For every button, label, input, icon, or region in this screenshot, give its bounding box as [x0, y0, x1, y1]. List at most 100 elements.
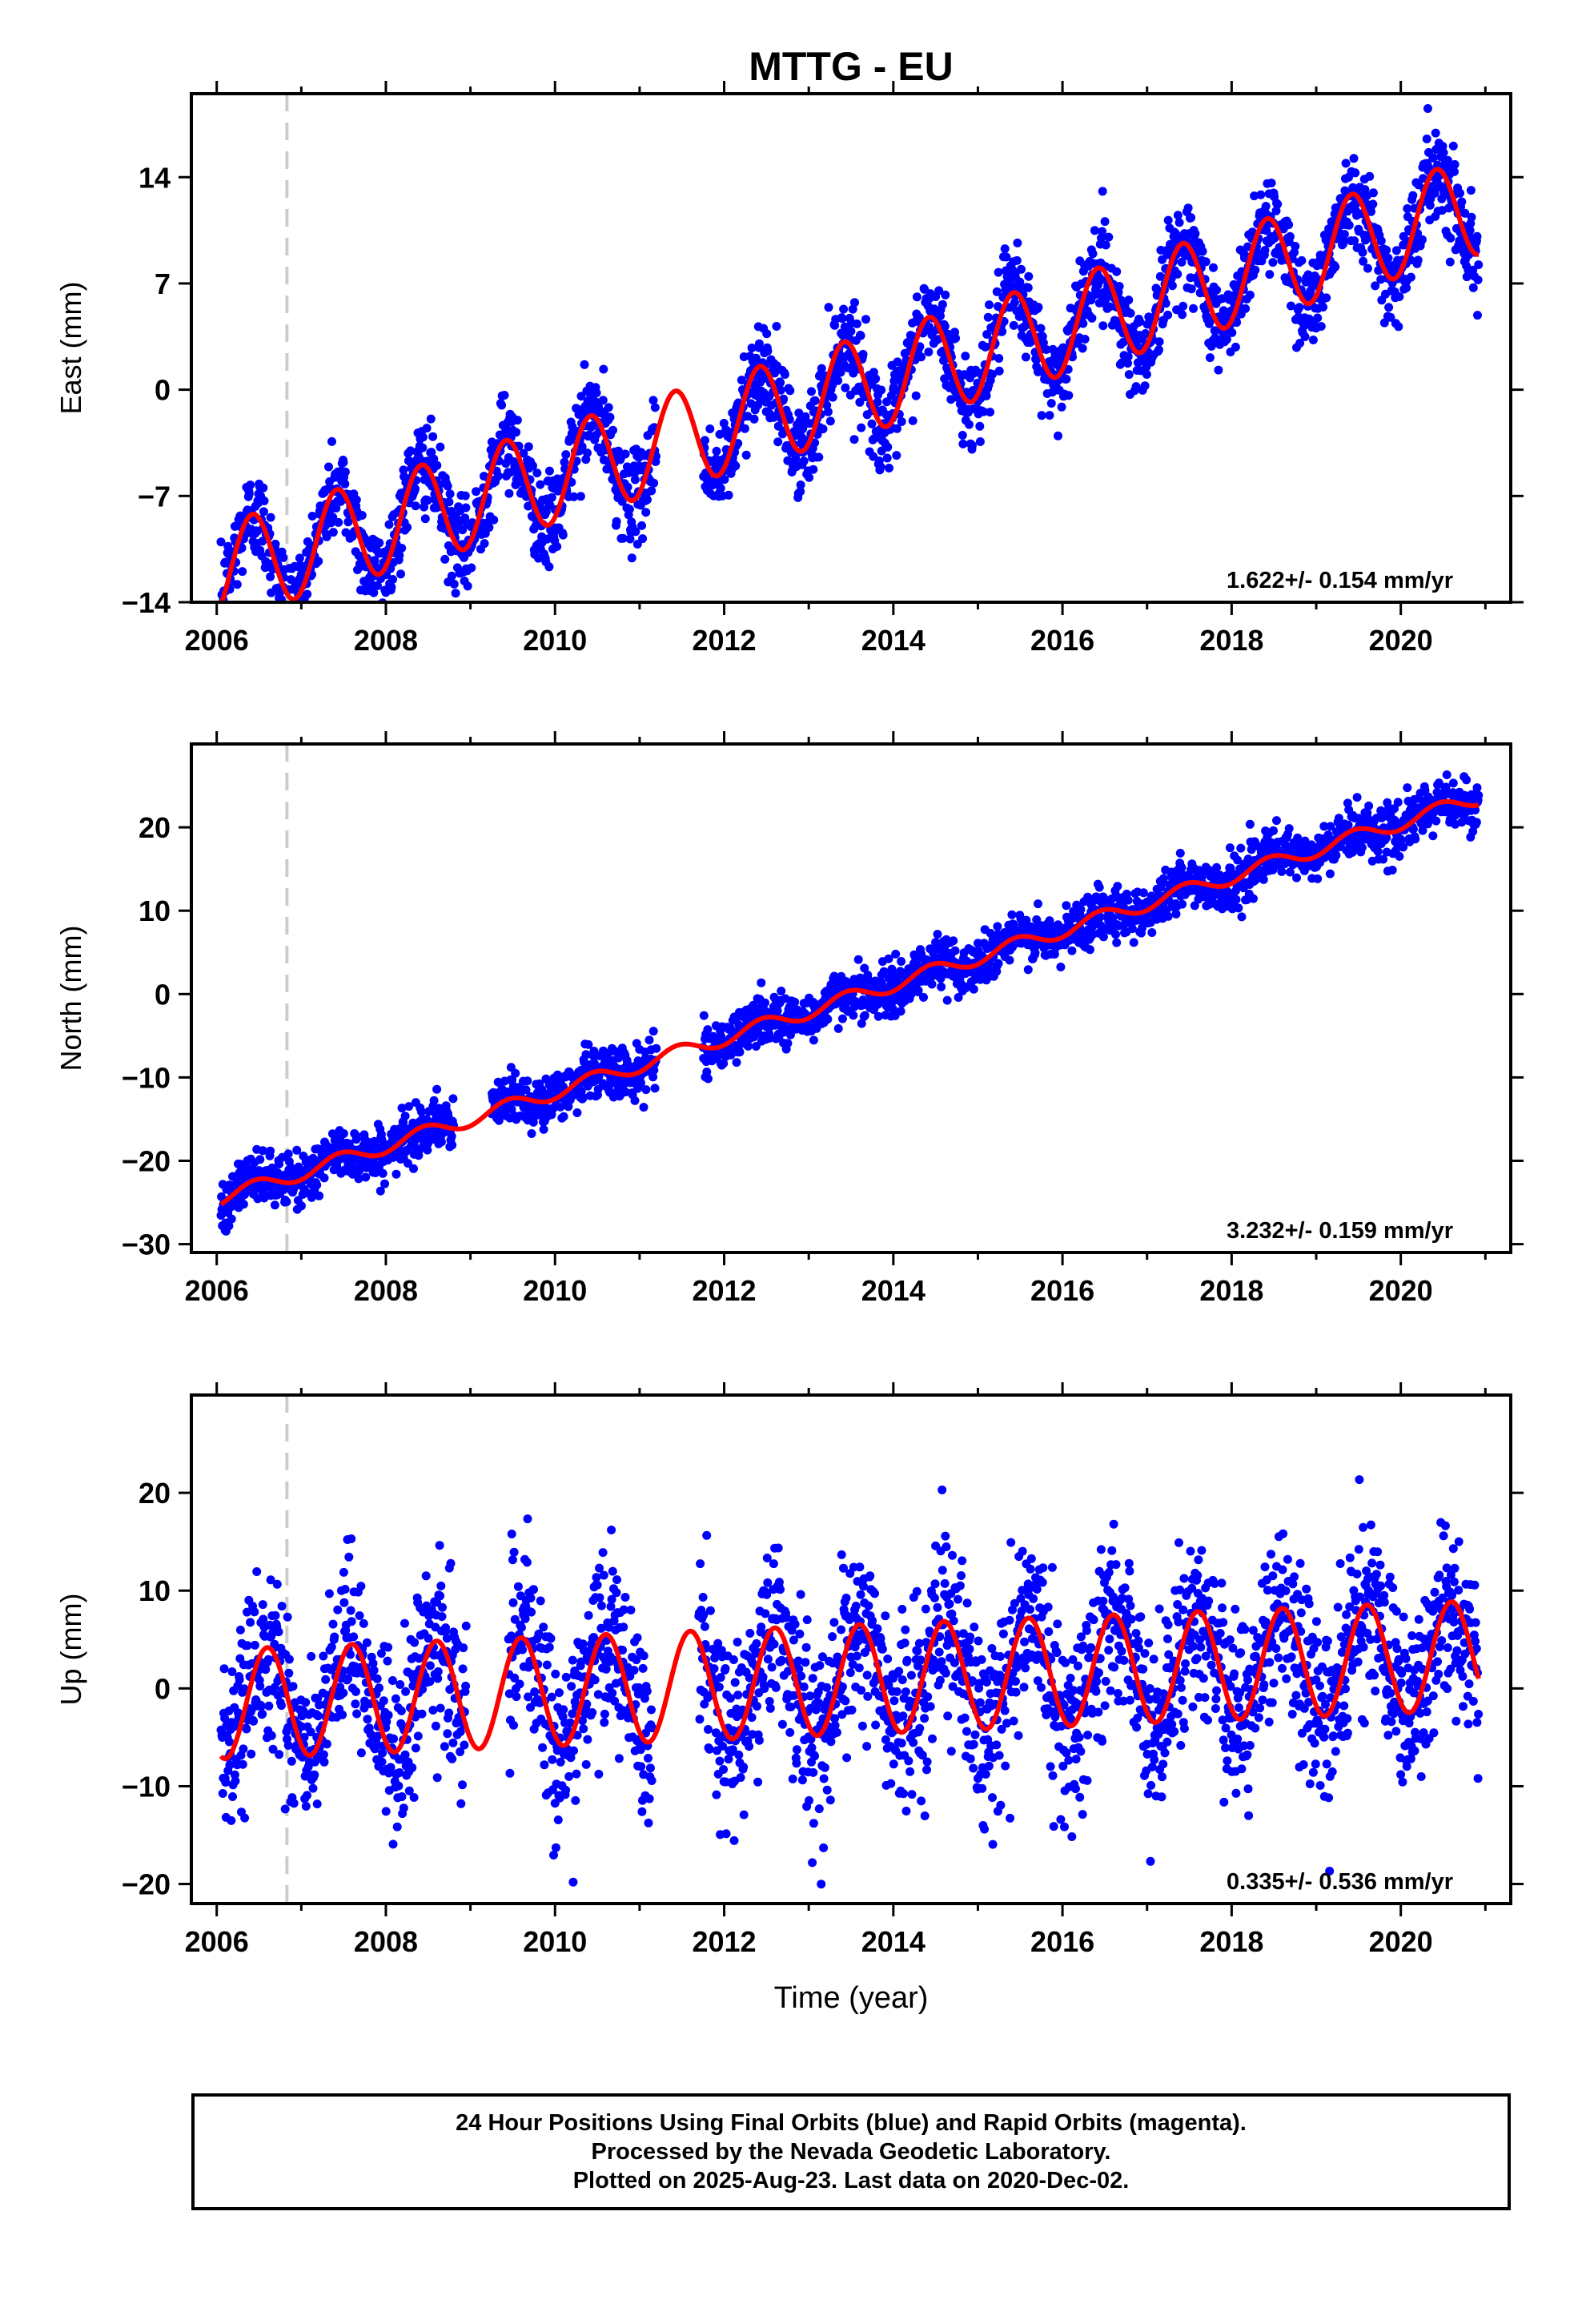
- data-point: [547, 493, 556, 502]
- data-point: [287, 621, 296, 630]
- data-point: [1138, 888, 1148, 898]
- data-point: [541, 507, 551, 517]
- data-point: [837, 1014, 847, 1023]
- data-point: [246, 480, 255, 490]
- data-point: [1111, 930, 1120, 939]
- data-point: [1251, 265, 1260, 275]
- data-point: [429, 454, 439, 464]
- data-point: [648, 396, 658, 405]
- data-point: [892, 424, 901, 433]
- data-point: [1456, 188, 1464, 198]
- data-point: [1183, 203, 1193, 213]
- data-point: [924, 348, 934, 356]
- data-point: [799, 456, 809, 466]
- data-point: [314, 557, 323, 566]
- data-point: [399, 465, 408, 475]
- plot-area-1: [216, 744, 1484, 1252]
- data-point: [754, 339, 764, 348]
- data-point: [1231, 895, 1241, 904]
- data-point: [409, 1164, 418, 1173]
- data-point: [444, 497, 454, 507]
- data-point: [1295, 303, 1304, 312]
- data-point: [1222, 335, 1231, 344]
- data-point: [375, 538, 384, 548]
- data-point: [532, 468, 542, 478]
- data-point: [266, 1146, 275, 1156]
- data-point: [751, 353, 761, 363]
- data-point: [620, 449, 630, 459]
- y-tick-label: −14: [122, 586, 171, 619]
- data-point: [833, 376, 843, 385]
- panel-1: 2006 2008 2010 2012 2014 2016 2018 2020−30−20−1…: [54, 731, 1524, 1307]
- data-point: [1124, 370, 1134, 380]
- data-point: [334, 517, 343, 527]
- data-point: [1178, 899, 1187, 909]
- data-point: [286, 609, 295, 617]
- data-point: [307, 512, 317, 521]
- data-point: [1100, 217, 1110, 227]
- rate-annotation: 1.622+/- 0.154 mm/yr: [1227, 568, 1453, 593]
- data-point: [1391, 246, 1401, 255]
- data-point: [704, 1074, 713, 1084]
- data-point: [746, 399, 756, 408]
- data-point: [783, 1039, 793, 1048]
- data-point: [1129, 938, 1138, 947]
- data-point: [436, 1137, 446, 1147]
- data-point: [716, 484, 725, 493]
- data-point: [259, 497, 269, 505]
- data-point: [1163, 215, 1173, 225]
- data-point: [259, 483, 268, 493]
- data-point: [1373, 846, 1383, 856]
- data-point: [882, 397, 892, 407]
- data-point: [1062, 374, 1071, 384]
- data-point: [1358, 247, 1367, 257]
- data-point: [1237, 912, 1247, 922]
- data-point: [861, 315, 870, 324]
- data-point: [1277, 866, 1287, 876]
- data-point: [604, 403, 613, 412]
- data-point: [598, 396, 608, 405]
- data-point: [805, 472, 814, 482]
- data-point: [937, 982, 946, 991]
- data-point: [1368, 188, 1378, 198]
- x-tick-label: 2012: [692, 624, 756, 657]
- data-point: [912, 292, 921, 302]
- data-point: [1291, 242, 1300, 251]
- data-point: [322, 532, 331, 541]
- data-point: [883, 442, 893, 452]
- data-point: [497, 400, 507, 410]
- data-point: [975, 437, 985, 446]
- data-point: [1045, 411, 1054, 420]
- data-point: [1012, 255, 1022, 265]
- data-point: [463, 581, 472, 591]
- data-point: [741, 450, 751, 460]
- data-point: [732, 1058, 741, 1068]
- data-point: [1468, 283, 1478, 292]
- data-point: [1445, 257, 1455, 267]
- data-point: [232, 580, 242, 589]
- data-point: [527, 1129, 536, 1138]
- data-point: [1439, 148, 1448, 158]
- data-point: [1339, 230, 1349, 239]
- data-point: [747, 344, 757, 352]
- data-point: [253, 1194, 263, 1204]
- data-point: [1225, 843, 1235, 853]
- data-point: [927, 979, 937, 989]
- data-point: [339, 457, 348, 467]
- model-curve: [219, 167, 1480, 602]
- y-tick-label: 14: [139, 161, 171, 194]
- data-point: [1371, 281, 1380, 291]
- data-point: [641, 508, 651, 517]
- data-point: [406, 446, 416, 456]
- data-point: [467, 563, 476, 573]
- data-point: [1175, 848, 1185, 858]
- data-point: [809, 464, 818, 474]
- data-point: [631, 527, 640, 537]
- data-point: [836, 368, 845, 377]
- data-point: [440, 554, 450, 564]
- data-point: [1212, 285, 1222, 295]
- data-point: [644, 1035, 654, 1045]
- data-point: [282, 1197, 291, 1207]
- data-point: [860, 1011, 869, 1020]
- data-point: [1191, 229, 1200, 239]
